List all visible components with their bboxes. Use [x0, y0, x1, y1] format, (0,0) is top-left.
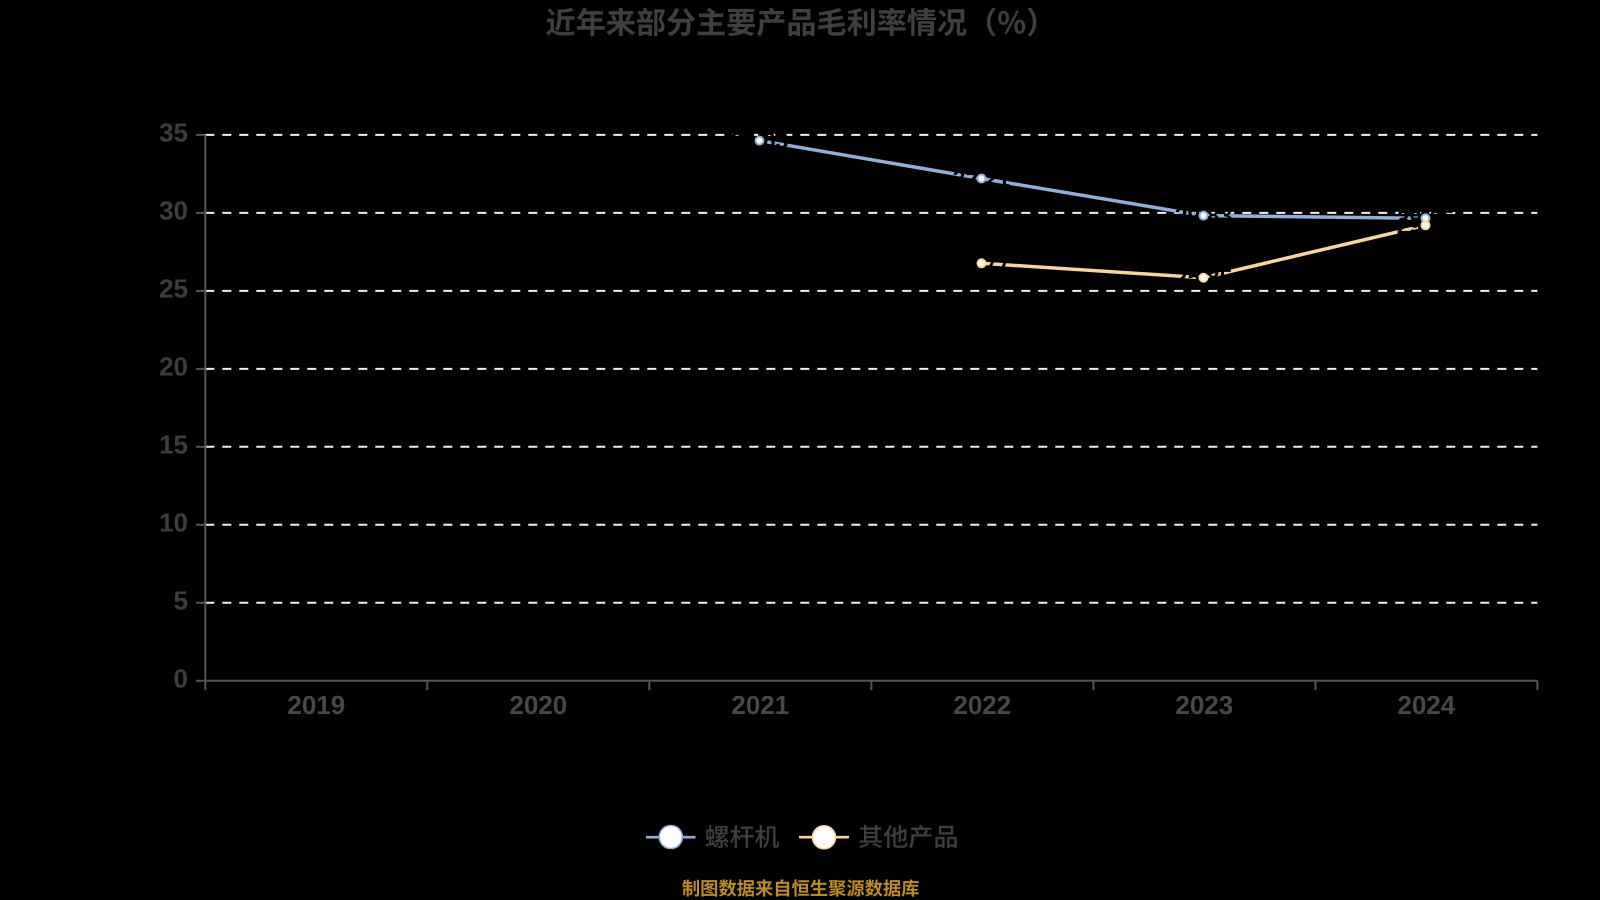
svg-text:2022: 2022 [953, 690, 1011, 720]
svg-text:35: 35 [159, 117, 188, 147]
svg-text:5: 5 [174, 585, 188, 615]
svg-text:25: 25 [159, 273, 188, 303]
svg-text:2020: 2020 [509, 690, 567, 720]
svg-text:2019: 2019 [287, 690, 345, 720]
svg-text:2021: 2021 [731, 690, 789, 720]
svg-text:30: 30 [159, 195, 188, 225]
svg-text:15: 15 [159, 429, 188, 459]
svg-text:20: 20 [159, 351, 188, 381]
svg-text:10: 10 [159, 507, 188, 537]
svg-text:2023: 2023 [1175, 690, 1233, 720]
svg-text:0: 0 [174, 663, 188, 693]
svg-text:2024: 2024 [1397, 690, 1455, 720]
